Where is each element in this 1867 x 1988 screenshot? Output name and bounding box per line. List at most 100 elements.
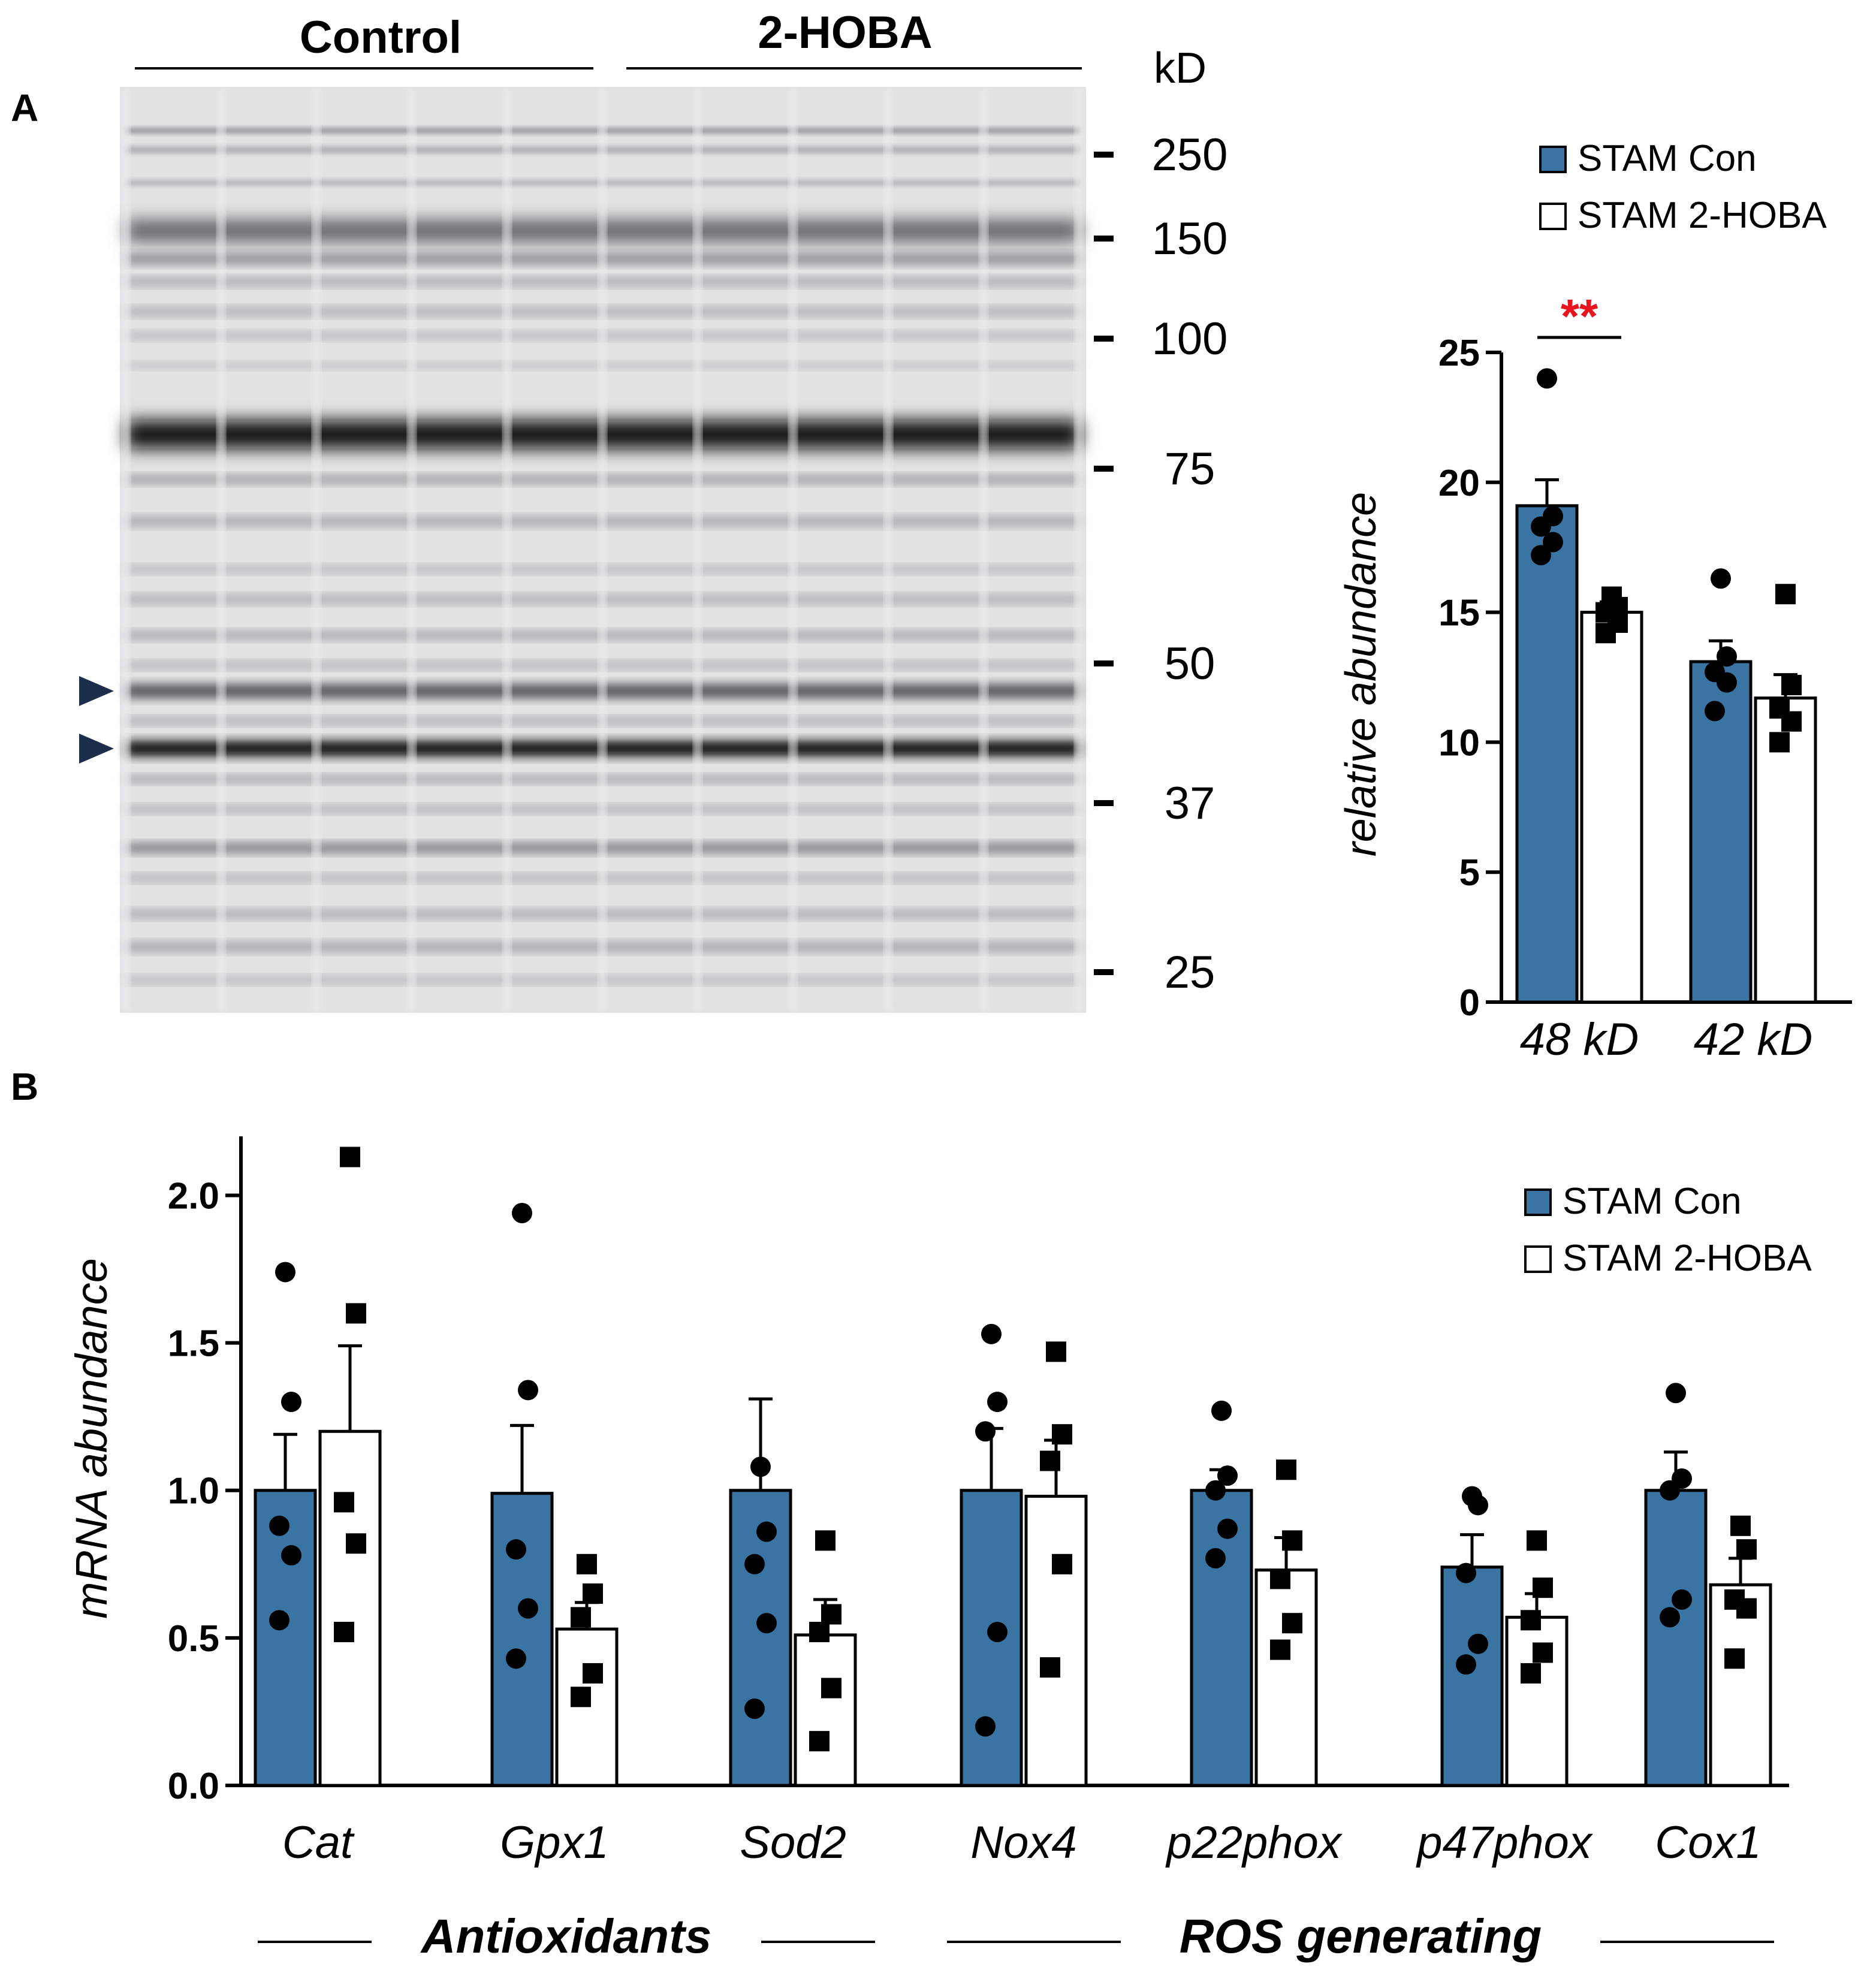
- data-point-square: [1724, 1648, 1745, 1669]
- data-point-circle: [987, 1622, 1008, 1643]
- data-point-square: [334, 1492, 354, 1513]
- bar-stam-2hoba: [1024, 1495, 1088, 1787]
- y-tick-label: 20: [1438, 463, 1480, 504]
- data-point-circle: [1717, 646, 1737, 667]
- data-point-circle: [744, 1699, 765, 1719]
- chart-relative-abundance: 0 5 10 15 20 25 relative abundance 48 kD 42 kD ST…: [1337, 138, 1852, 1065]
- data-point-square: [1775, 584, 1796, 605]
- data-point-circle: [744, 1553, 765, 1574]
- data-point-square: [1736, 1539, 1757, 1560]
- legend-swatch-2hoba: [1524, 1245, 1552, 1273]
- lane-gap: [693, 90, 702, 1010]
- panel-a-label: A: [11, 86, 38, 129]
- data-point-circle: [1666, 1383, 1686, 1404]
- legend-label: STAM Con: [1578, 138, 1757, 179]
- arrowhead-42kd: [79, 734, 114, 764]
- data-point-square: [1595, 623, 1616, 644]
- data-point-circle: [1672, 1589, 1692, 1610]
- bar-stam-con: [1515, 504, 1579, 1004]
- arrowhead-48kd: [79, 676, 114, 706]
- data-point-circle: [1205, 1547, 1226, 1568]
- data-point-circle: [1531, 516, 1551, 537]
- data-point-circle: [1456, 1654, 1476, 1675]
- data-point-square: [1040, 1657, 1060, 1678]
- data-point-circle: [975, 1716, 996, 1737]
- data-point-square: [1730, 1515, 1751, 1536]
- bar-stam-2hoba: [1580, 611, 1643, 1004]
- data-point-square: [1270, 1639, 1290, 1660]
- mw-label: 37: [1165, 778, 1215, 829]
- chart-mrna-abundance: 0.0 0.5 1.0 1.5 2.0 mRNA abundance Cat Gpx1 Sod2…: [67, 1136, 1812, 1963]
- lane-gap: [121, 90, 131, 1010]
- data-point-circle: [1537, 368, 1557, 389]
- data-point-circle: [750, 1456, 771, 1477]
- bar-stam-con: [490, 1492, 554, 1787]
- data-point-circle: [269, 1610, 289, 1631]
- data-point-square: [815, 1530, 836, 1551]
- legend-swatch-con: [1524, 1188, 1552, 1216]
- data-point-square: [1046, 1341, 1066, 1362]
- y-tick-label: 1.0: [168, 1471, 219, 1512]
- y-tick-label: 1.5: [168, 1323, 219, 1365]
- data-point-square: [1040, 1450, 1060, 1471]
- data-point-square: [583, 1663, 603, 1684]
- data-point-circle: [1205, 1480, 1226, 1501]
- data-point-square: [1527, 1530, 1547, 1551]
- data-point-circle: [269, 1515, 289, 1536]
- data-point-square: [1533, 1577, 1553, 1598]
- legend-label: STAM Con: [1563, 1181, 1742, 1222]
- x-category-label: Cox1: [1655, 1817, 1761, 1868]
- data-point-circle: [1711, 568, 1731, 589]
- data-point-circle: [987, 1392, 1008, 1413]
- data-point-circle: [1217, 1518, 1238, 1539]
- data-point-square: [1052, 1553, 1072, 1574]
- bar-stam-con: [1440, 1565, 1504, 1787]
- bar-stam-2hoba: [794, 1633, 857, 1787]
- significance-mark: **: [1561, 289, 1598, 343]
- data-point-square: [346, 1533, 366, 1554]
- bar-stam-2hoba: [1254, 1568, 1318, 1787]
- mw-label: 25: [1165, 947, 1215, 998]
- lane-gap: [1074, 90, 1084, 1010]
- data-point-circle: [1543, 532, 1563, 553]
- y-tick-label: 15: [1438, 593, 1480, 634]
- data-point-circle: [512, 1202, 532, 1223]
- blot-header: Control 2-HOBA kD: [135, 7, 1207, 92]
- lane-gap: [979, 90, 988, 1010]
- data-point-square: [571, 1687, 591, 1708]
- bar-stam-con: [254, 1489, 317, 1787]
- data-point-square: [809, 1731, 830, 1752]
- data-point-circle: [1717, 672, 1737, 693]
- data-point-circle: [518, 1598, 538, 1619]
- lane-gap: [312, 90, 321, 1010]
- data-point-circle: [275, 1262, 295, 1283]
- mw-label: 75: [1165, 444, 1215, 494]
- data-point-square: [809, 1622, 830, 1643]
- group-label: ROS generating: [1180, 1909, 1542, 1963]
- x-category-label: Sod2: [740, 1817, 846, 1868]
- data-point-square: [1276, 1459, 1296, 1480]
- kd-unit-label: kD: [1154, 44, 1207, 92]
- y-tick-label: 5: [1459, 852, 1480, 894]
- mw-label: 50: [1165, 638, 1215, 689]
- group-label: Antioxidants: [420, 1909, 711, 1963]
- data-point-square: [1736, 1598, 1757, 1619]
- data-point-square: [1052, 1424, 1072, 1445]
- data-point-circle: [981, 1323, 1002, 1344]
- data-point-circle: [1531, 545, 1551, 566]
- data-point-circle: [281, 1545, 301, 1566]
- x-category-label: Nox4: [970, 1817, 1076, 1868]
- bar-stam-2hoba: [318, 1429, 382, 1787]
- bar-stam-con: [1190, 1489, 1253, 1787]
- data-point-circle: [1211, 1400, 1232, 1421]
- data-point-circle: [1456, 1562, 1476, 1583]
- legend-swatch-con: [1539, 146, 1567, 173]
- data-point-circle: [756, 1613, 777, 1634]
- data-point-circle: [1660, 1607, 1680, 1628]
- lane-gap: [788, 90, 798, 1010]
- y-axis-label: mRNA abundance: [67, 1258, 116, 1619]
- x-category-label: p47phox: [1416, 1817, 1594, 1868]
- data-point-square: [1781, 711, 1802, 732]
- data-point-circle: [518, 1380, 538, 1401]
- mw-markers: 250 150 100 75 50 37 25: [1094, 129, 1227, 998]
